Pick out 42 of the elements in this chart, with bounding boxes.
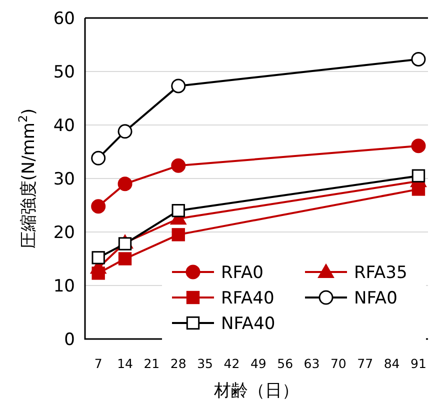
- x-axis-title: 材齢（日）: [213, 381, 299, 401]
- x-tick-label: 77: [357, 356, 374, 371]
- point: [118, 252, 132, 266]
- legend-label: NFA0: [354, 288, 398, 308]
- point: [411, 52, 426, 66]
- point: [92, 251, 105, 264]
- point: [118, 176, 132, 192]
- x-tick-label: 7: [94, 356, 102, 371]
- point: [91, 199, 106, 214]
- point: [92, 266, 105, 280]
- point: [412, 182, 426, 196]
- legend-label: RFA35: [354, 263, 408, 283]
- y-tick-label: 10: [53, 276, 75, 296]
- x-tick-label: 21: [144, 356, 160, 371]
- y-tick-label: 60: [53, 9, 75, 29]
- point: [171, 78, 186, 94]
- y-tick-label: 40: [53, 116, 75, 136]
- x-tick-label: 14: [117, 356, 134, 371]
- x-tick-label: 70: [330, 356, 346, 371]
- point: [172, 228, 185, 242]
- x-tick-label: 63: [304, 356, 320, 371]
- legend-label: RFA0: [221, 263, 264, 283]
- x-tick-label: 56: [277, 356, 294, 371]
- y-tick-label: 50: [53, 62, 75, 82]
- y-tick-label: 0: [64, 330, 75, 350]
- x-tick-label: 91: [410, 356, 426, 371]
- y-tick-label: 20: [53, 223, 75, 243]
- x-tick-label: 49: [250, 356, 266, 371]
- point: [118, 124, 132, 139]
- x-tick-label: 84: [384, 356, 400, 371]
- legend-label: RFA40: [221, 288, 274, 308]
- x-tick-label: 28: [170, 356, 186, 371]
- x-tick-label: 35: [197, 356, 214, 371]
- y-tick-label: 30: [53, 170, 75, 190]
- point: [171, 158, 186, 173]
- legend-label: NFA40: [221, 314, 276, 334]
- point: [412, 169, 426, 182]
- point: [411, 138, 426, 154]
- point: [172, 204, 185, 218]
- x-tick-label: 42: [224, 356, 240, 371]
- point: [91, 150, 106, 166]
- point: [118, 237, 132, 250]
